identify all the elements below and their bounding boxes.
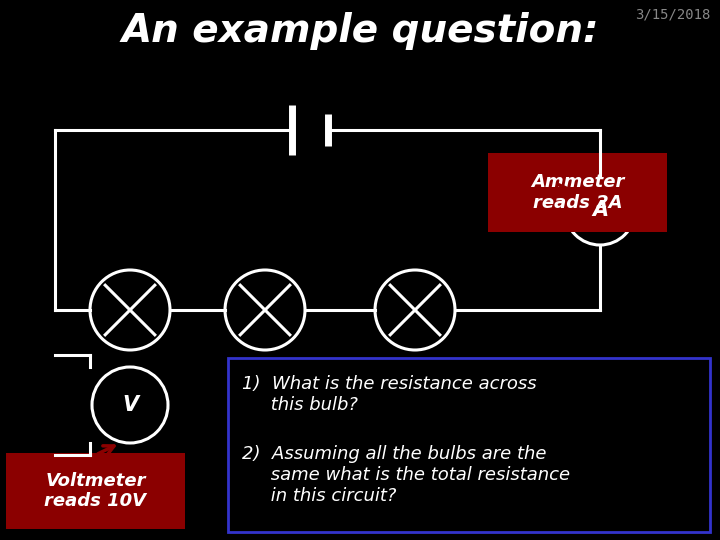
Text: A: A [592, 200, 608, 220]
Text: 2)  Assuming all the bulbs are the
     same what is the total resistance
     i: 2) Assuming all the bulbs are the same w… [242, 445, 570, 504]
Text: 3/15/2018: 3/15/2018 [634, 8, 710, 22]
Text: Voltmeter
reads 10V: Voltmeter reads 10V [45, 471, 146, 510]
Text: Ammeter
reads 2A: Ammeter reads 2A [531, 173, 624, 212]
Text: 1)  What is the resistance across
     this bulb?: 1) What is the resistance across this bu… [242, 375, 536, 414]
FancyBboxPatch shape [6, 453, 185, 529]
Circle shape [565, 175, 635, 245]
Circle shape [225, 270, 305, 350]
Text: V: V [122, 395, 138, 415]
Circle shape [90, 270, 170, 350]
Circle shape [375, 270, 455, 350]
Text: An example question:: An example question: [121, 12, 599, 50]
Circle shape [92, 367, 168, 443]
FancyBboxPatch shape [228, 358, 710, 532]
FancyBboxPatch shape [488, 153, 667, 232]
